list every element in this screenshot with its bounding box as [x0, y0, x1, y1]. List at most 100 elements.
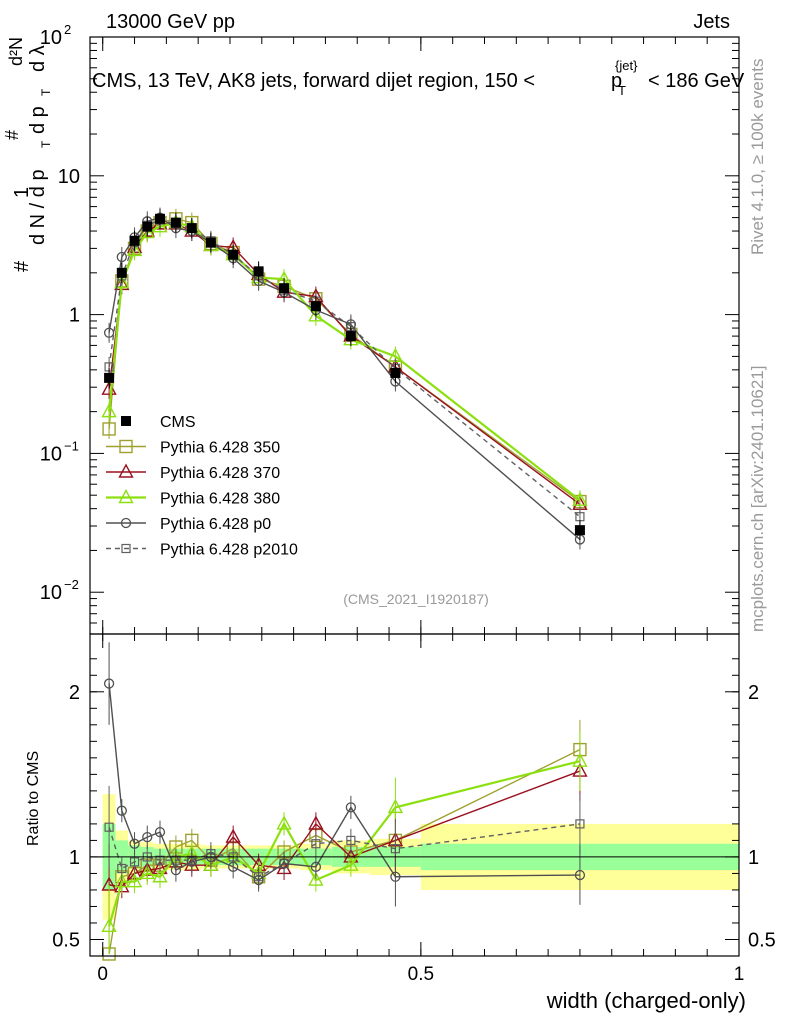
- ratio-point-p0: [253, 874, 264, 886]
- title-main: CMS, 13 TeV, AK8 jets, forward dijet reg…: [92, 70, 535, 92]
- data-point-data: [310, 301, 321, 312]
- chart-title: CMS, 13 TeV, AK8 jets, forward dijet reg…: [92, 58, 745, 98]
- legend-label: CMS: [160, 414, 196, 431]
- ylabel-t: T: [39, 140, 53, 148]
- ylabel-hash2: #: [2, 130, 22, 140]
- rivet-label: Rivet 4.1.0, ≥ 100k events: [748, 59, 767, 255]
- title-jet: {jet}: [615, 58, 638, 73]
- ylabel-t2: T: [39, 88, 53, 96]
- ratio-point-p370: [225, 828, 241, 843]
- ratio-point-p0: [574, 869, 586, 881]
- y-tick-exponent: 2: [64, 22, 71, 37]
- analysis-id: (CMS_2021_I1920187): [343, 591, 489, 607]
- ratio-point-p2010: [104, 822, 114, 832]
- legend-item-p2010: Pythia 6.428 p2010: [106, 542, 298, 559]
- ratio-tick-label: 0.5: [52, 929, 80, 951]
- ratio-plot: [101, 642, 588, 961]
- ratio-point-p2010: [346, 835, 356, 846]
- ratio-point-p2010: [311, 839, 321, 849]
- legend-marker-p370: [118, 463, 134, 478]
- ylabel-d2n: d²N: [6, 37, 26, 66]
- ratio-point-p380: [152, 868, 168, 883]
- ylabel-dn: d N / d p: [27, 169, 49, 245]
- series-data: [104, 208, 585, 541]
- ratio-point-p380: [139, 864, 155, 880]
- ratio-point-p2010: [155, 855, 165, 865]
- data-point-p380: [308, 307, 324, 322]
- data-point-data: [205, 237, 216, 248]
- data-point-data: [186, 223, 197, 234]
- ratio-point-p380: [308, 871, 324, 886]
- legend-marker-data: [121, 416, 131, 426]
- x-tick-label: 0: [97, 964, 108, 985]
- y-tick-label: 10: [40, 443, 62, 465]
- legend-item-p0: Pythia 6.428 p0: [106, 516, 271, 533]
- category-label: Jets: [693, 11, 730, 33]
- data-point-data: [129, 235, 140, 246]
- y-tick-label: 10: [40, 582, 62, 604]
- y-tick-exponent: −1: [64, 438, 79, 453]
- ratio-point-p2010: [575, 819, 585, 829]
- legend-item-data: CMS: [121, 414, 196, 431]
- data-point-p380: [114, 274, 130, 289]
- main-plot: [101, 207, 588, 550]
- series-line-p380: [107, 221, 581, 502]
- ratio-tick-label: 2: [69, 682, 80, 704]
- ratio-tick-label-right: 1: [748, 847, 759, 869]
- legend: CMS Pythia 6.428 350 Pythia 6.428 370 Pythi…: [106, 414, 298, 559]
- data-point-data: [228, 249, 239, 260]
- ratio-tick-label: 1: [69, 847, 80, 869]
- ratio-point-p380: [387, 798, 404, 814]
- series-line-p370: [108, 223, 581, 505]
- legend-label: Pythia 6.428 p0: [160, 516, 271, 533]
- ratio-point-p0: [228, 861, 239, 872]
- legend-marker-p2010: [121, 543, 131, 554]
- y-tick-exponent: −2: [64, 577, 79, 592]
- data-point-data: [345, 331, 356, 342]
- ylabel-dp: d p: [27, 106, 49, 134]
- ratio-point-p380: [114, 873, 130, 888]
- ratio-point-p0: [345, 802, 357, 813]
- ratio-point-p370: [308, 815, 324, 830]
- data-point-p380: [152, 218, 168, 233]
- legend-label: Pythia 6.428 370: [160, 465, 280, 482]
- title-t: T: [618, 83, 626, 98]
- ylabel-one: 1: [11, 187, 33, 198]
- ratio-point-p380: [203, 856, 219, 871]
- x-axis-label: width (charged-only): [546, 988, 746, 1013]
- ratio-point-p0: [116, 805, 127, 816]
- ratio-point-p0: [129, 838, 140, 849]
- legend-item-p370: Pythia 6.428 370: [106, 463, 280, 482]
- y-axis-label: # 1 d N / d p T # d p T d λ d²N: [2, 37, 53, 272]
- source-label: mcplots.cern.ch [arXiv:2401.10621]: [748, 366, 767, 632]
- legend-item-p350: Pythia 6.428 350: [106, 440, 280, 457]
- ratio-point-p0: [278, 858, 290, 869]
- data-point-data: [116, 267, 127, 278]
- legend-label: Pythia 6.428 380: [160, 491, 280, 508]
- data-point-data: [170, 217, 181, 228]
- energy-label: 13000 GeV pp: [106, 11, 235, 33]
- data-point-data: [104, 372, 115, 383]
- ratio-point-p0: [154, 827, 166, 838]
- data-point-data: [574, 525, 585, 536]
- legend-marker-p0: [120, 517, 132, 529]
- ratio-point-p380: [572, 752, 588, 767]
- ratio-point-p380: [276, 815, 292, 830]
- ratio-tick-label-right: 0.5: [748, 929, 776, 951]
- title-p: p: [611, 70, 622, 92]
- data-point-p380: [101, 403, 117, 418]
- ratio-point-p0: [142, 831, 153, 843]
- ratio-point-p380: [101, 917, 117, 932]
- data-point-data: [142, 221, 153, 232]
- data-point-p380: [572, 491, 588, 506]
- ratio-point-p0: [103, 678, 115, 689]
- ratio-frame: [89, 633, 740, 957]
- ratio-ylabel: Ratio to CMS: [25, 751, 42, 846]
- ylabel-hash: #: [11, 260, 33, 272]
- ratio-tick-label-right: 2: [748, 682, 759, 704]
- ratio-point-p2010: [117, 863, 127, 874]
- ratio-point-p0: [170, 864, 182, 876]
- ratio-point-p380: [343, 856, 359, 871]
